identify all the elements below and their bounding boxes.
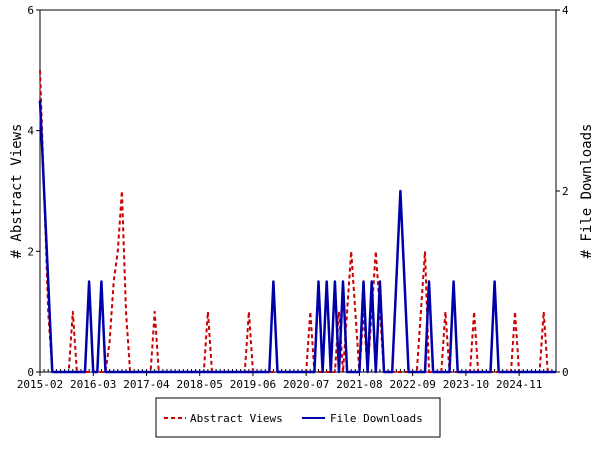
y2-tick-label: 0 bbox=[562, 366, 569, 379]
x-tick-label: 2021-08 bbox=[336, 378, 382, 391]
x-tick-label: 2024-11 bbox=[496, 378, 542, 391]
x-tick-label: 2023-10 bbox=[443, 378, 489, 391]
plot-area bbox=[39, 9, 557, 373]
series-layer bbox=[38, 70, 556, 374]
x-tick-label: 2017-04 bbox=[123, 378, 170, 391]
legend: Abstract Views File Downloads bbox=[155, 397, 441, 438]
y2-axis-title: # File Downloads bbox=[579, 124, 595, 259]
legend-label-file-downloads: File Downloads bbox=[330, 412, 423, 425]
y-axis-title: # Abstract Views bbox=[9, 124, 25, 259]
x-tick-label: 2020-07 bbox=[283, 378, 329, 391]
ticks-layer: 2015-02 2016-03 2017-04 2018-05 2019-06 2020-… bbox=[17, 4, 569, 391]
x-tick-label: 2016-03 bbox=[70, 378, 116, 391]
y-tick-label: 0 bbox=[27, 366, 34, 379]
legend-box bbox=[155, 397, 441, 438]
y2-tick-label: 4 bbox=[562, 4, 569, 17]
x-tick-label: 2015-02 bbox=[17, 378, 63, 391]
legend-label-abstract-views: Abstract Views bbox=[190, 412, 283, 425]
x-tick-label: 2018-05 bbox=[177, 378, 223, 391]
y-tick-label: 2 bbox=[27, 245, 34, 258]
series-line-file-downloads bbox=[38, 100, 556, 374]
x-tick-label: 2019-06 bbox=[230, 378, 276, 391]
y-tick-label: 4 bbox=[27, 125, 34, 138]
y-tick-label: 6 bbox=[27, 4, 34, 17]
y2-tick-label: 2 bbox=[562, 185, 569, 198]
x-tick-label: 2022-09 bbox=[389, 378, 435, 391]
